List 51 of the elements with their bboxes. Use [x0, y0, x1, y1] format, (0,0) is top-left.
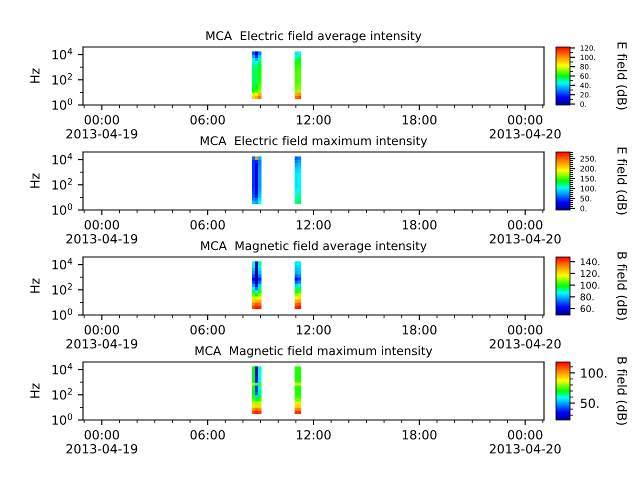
y-tick-label: 10$^{2}$	[52, 73, 72, 85]
y-axis-title: Hz	[30, 384, 40, 398]
x-tick-label: 00:00 2013-04-20	[490, 115, 561, 139]
x-tick-label: 00:00 2013-04-19	[66, 325, 138, 349]
x-tick-label: 18:00	[402, 325, 437, 335]
color-bar-label: 50.	[580, 398, 598, 408]
color-bar-label: 100.	[581, 368, 606, 378]
y-tick-label: 10$^{4}$	[52, 153, 72, 164]
color-bar-label: 120.	[580, 270, 600, 278]
y-tick-label: 10$^{4}$	[52, 48, 72, 60]
x-tick-label: 12:00	[296, 220, 331, 230]
chart-title: MCA Magnetic field maximum intensity	[196, 346, 432, 358]
x-tick-label: 12:00	[296, 430, 331, 440]
chart-title: MCA Magnetic field average intensity	[201, 240, 427, 253]
y-tick-label: 10$^{4}$	[52, 258, 72, 270]
y-tick-label: 10$^{4}$	[52, 363, 72, 374]
x-tick-label: 12:00	[296, 325, 331, 335]
x-tick-label: 06:00	[190, 115, 225, 125]
y-tick-label: 10$^{0}$	[52, 98, 72, 110]
color-bar-title: B field (dB)	[616, 357, 628, 425]
x-tick-label: 18:00	[402, 220, 437, 230]
x-tick-label: 00:00 2013-04-20	[490, 430, 561, 454]
color-bar-label: 100.	[580, 282, 600, 289]
y-axis-title: Hz	[30, 68, 40, 83]
color-bar-title: E field (dB)	[616, 42, 628, 110]
x-tick-label: 00:00 2013-04-19	[66, 115, 138, 139]
x-tick-label: 06:00	[190, 430, 225, 440]
chart-title: MCA Electric field average intensity	[206, 30, 422, 43]
x-tick-label: 00:00 2013-04-19	[66, 220, 138, 244]
y-tick-label: 10$^{0}$	[52, 203, 72, 215]
color-bar-title: B field (dB)	[616, 252, 628, 320]
y-tick-label: 10$^{0}$	[52, 413, 72, 425]
chart-title: MCA Electric field maximum intensity	[200, 136, 428, 148]
y-tick-label: 10$^{2}$	[52, 283, 72, 295]
y-axis-title: Hz	[30, 174, 40, 188]
x-tick-label: 00:00 2013-04-20	[490, 325, 561, 349]
color-bar-label: 60.	[580, 305, 594, 312]
y-tick-label: 10$^{0}$	[52, 308, 72, 320]
x-tick-label: 06:00	[190, 325, 225, 335]
x-tick-label: 12:00	[296, 115, 331, 125]
color-bar-title: E field (dB)	[616, 148, 628, 214]
x-tick-label: 18:00	[402, 430, 437, 440]
y-axis-title: Hz	[30, 278, 40, 293]
x-tick-label: 18:00	[402, 115, 437, 125]
y-tick-label: 10$^{2}$	[52, 388, 72, 400]
x-tick-label: 00:00 2013-04-19	[66, 430, 138, 454]
color-bar-label: 80.	[580, 294, 594, 300]
x-tick-label: 00:00 2013-04-20	[490, 220, 561, 244]
x-tick-label: 06:00	[190, 220, 225, 230]
y-tick-label: 10$^{2}$	[52, 178, 72, 190]
color-bar-label: 140.	[580, 258, 600, 266]
